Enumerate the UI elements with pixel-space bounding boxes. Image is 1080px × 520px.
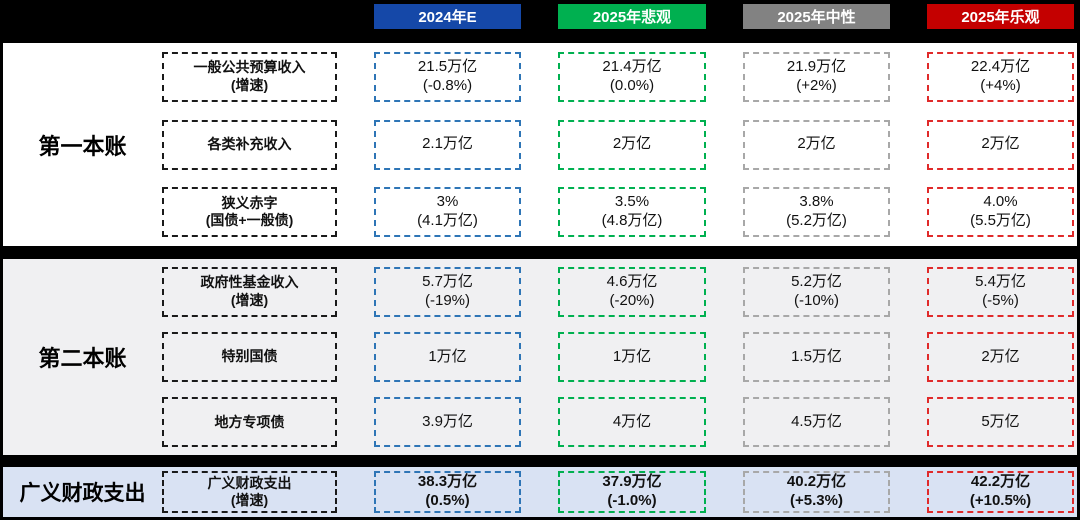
group-label-broad-fiscal-expenditure: 广义财政支出 <box>19 482 146 505</box>
table-row: 政府性基金收入 (增速) 5.7万亿 (-19%) 4.6万亿 (-20%) 5… <box>3 259 1077 324</box>
group-label-account-two: 第二本账 <box>38 346 127 371</box>
header-2025-pessimistic: 2025年悲观 <box>558 4 706 29</box>
value-cell: 2.1万亿 <box>374 119 521 170</box>
value-cell: 1.5万亿 <box>743 331 890 382</box>
table-row: 地方专项债 3.9万亿 4万亿 4.5万亿 5万亿 <box>3 390 1077 455</box>
value-cell: 5.7万亿 (-19%) <box>374 266 521 317</box>
value-cell: 21.4万亿 (0.0%) <box>558 51 706 102</box>
value-cell: 38.3万亿 (0.5%) <box>374 471 521 513</box>
value-cell: 5万亿 <box>927 397 1074 448</box>
value-cell: 5.4万亿 (-5%) <box>927 266 1074 317</box>
section-account-two: 第二本账 政府性基金收入 (增速) 5.7万亿 (-19%) 4.6万亿 (-2… <box>0 256 1080 458</box>
value-cell: 3% (4.1万亿) <box>374 187 521 238</box>
value-cell: 37.9万亿 (-1.0%) <box>558 471 706 513</box>
value-cell: 4万亿 <box>558 397 706 448</box>
row-label-broad-fiscal-expenditure: 广义财政支出 (增速) <box>162 471 337 513</box>
value-cell: 4.6万亿 (-20%) <box>558 266 706 317</box>
value-cell: 1万亿 <box>558 331 706 382</box>
value-cell: 1万亿 <box>374 331 521 382</box>
row-label-supplementary-income: 各类补充收入 <box>162 119 337 170</box>
table-row: 特别国债 1万亿 1万亿 1.5万亿 2万亿 <box>3 324 1077 389</box>
row-label-government-fund-revenue: 政府性基金收入 (增速) <box>162 266 337 317</box>
header-2025-optimistic: 2025年乐观 <box>927 4 1074 29</box>
table-row: 一般公共预算收入 (增速) 21.5万亿 (-0.8%) 21.4万亿 (0.0… <box>3 43 1077 111</box>
section-broad-fiscal-expenditure: 广义财政支出 广义财政支出 (增速) 38.3万亿 (0.5%) 37.9万亿 … <box>0 464 1080 520</box>
row-label-special-treasury-bond: 特别国债 <box>162 331 337 382</box>
value-cell: 2万亿 <box>558 119 706 170</box>
table-row: 狭义赤字 (国债+一般债) 3% (4.1万亿) 3.5% (4.8万亿) 3.… <box>3 178 1077 246</box>
section-account-one: 第一本账 一般公共预算收入 (增速) 21.5万亿 (-0.8%) 21.4万亿… <box>0 40 1080 249</box>
row-label-narrow-deficit: 狭义赤字 (国债+一般债) <box>162 187 337 238</box>
value-cell: 4.0% (5.5万亿) <box>927 187 1074 238</box>
header-2025-neutral: 2025年中性 <box>743 4 890 29</box>
value-cell: 2万亿 <box>927 331 1074 382</box>
header-2024e: 2024年E <box>374 4 521 29</box>
table-row: 各类补充收入 2.1万亿 2万亿 2万亿 2万亿 <box>3 111 1077 179</box>
value-cell: 3.9万亿 <box>374 397 521 448</box>
row-label-local-special-bond: 地方专项债 <box>162 397 337 448</box>
value-cell: 2万亿 <box>927 119 1074 170</box>
value-cell: 3.5% (4.8万亿) <box>558 187 706 238</box>
value-cell: 22.4万亿 (+4%) <box>927 51 1074 102</box>
row-label-general-budget-revenue: 一般公共预算收入 (增速) <box>162 51 337 102</box>
value-cell: 40.2万亿 (+5.3%) <box>743 471 890 513</box>
group-label-account-one: 第一本账 <box>38 133 127 159</box>
value-cell: 4.5万亿 <box>743 397 890 448</box>
value-cell: 42.2万亿 (+10.5%) <box>927 471 1074 513</box>
table-row: 广义财政支出 (增速) 38.3万亿 (0.5%) 37.9万亿 (-1.0%)… <box>3 467 1077 517</box>
value-cell: 21.5万亿 (-0.8%) <box>374 51 521 102</box>
value-cell: 21.9万亿 (+2%) <box>743 51 890 102</box>
value-cell: 2万亿 <box>743 119 890 170</box>
value-cell: 3.8% (5.2万亿) <box>743 187 890 238</box>
value-cell: 5.2万亿 (-10%) <box>743 266 890 317</box>
